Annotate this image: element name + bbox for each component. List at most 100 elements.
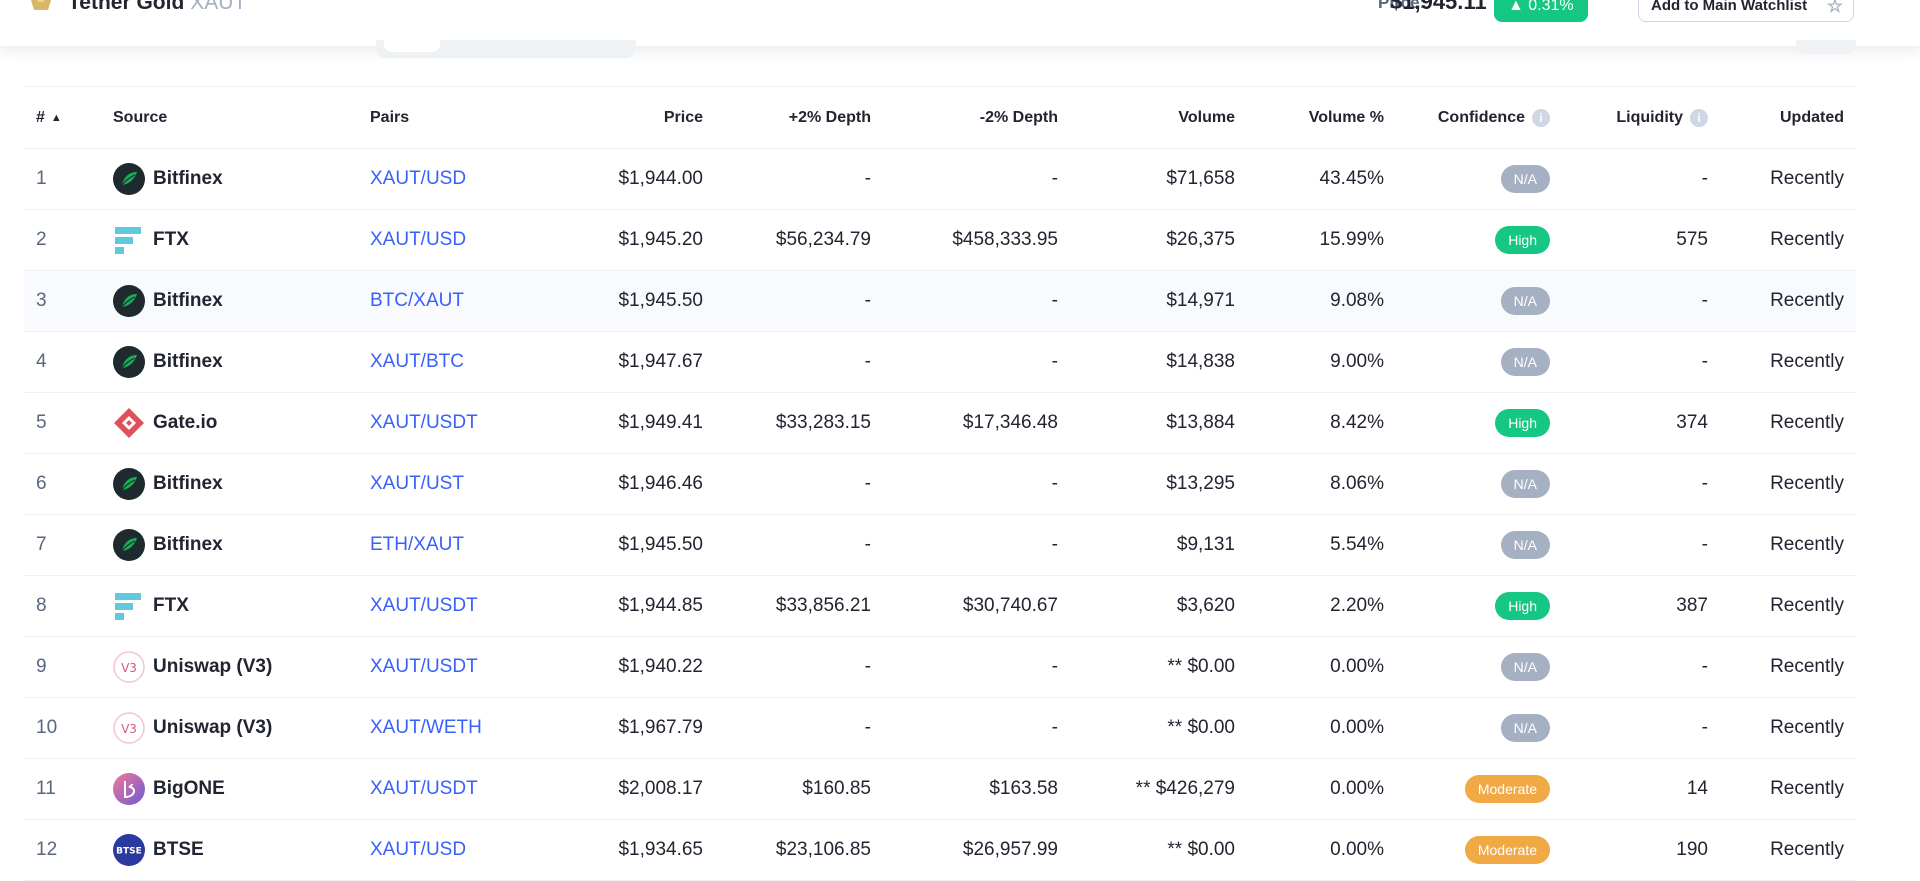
- rank-cell: 5: [36, 412, 47, 433]
- pair-link[interactable]: XAUT/USD: [370, 839, 467, 860]
- plus-depth-cell: -: [864, 656, 871, 677]
- pairs-column-header[interactable]: Pairs: [370, 108, 410, 126]
- exchange-name[interactable]: BTSE: [153, 839, 204, 860]
- ftx-logo-icon: [113, 590, 145, 622]
- volume-cell: $14,971: [1166, 290, 1235, 311]
- svg-text:BTSE: BTSE: [116, 847, 142, 857]
- minus-depth-cell: -: [1051, 656, 1058, 677]
- plus-depth-cell: -: [864, 351, 871, 372]
- exchange-name[interactable]: Gate.io: [153, 412, 218, 433]
- source-cell[interactable]: Bitfinex: [113, 271, 223, 331]
- source-cell[interactable]: FTX: [113, 210, 189, 270]
- table-row: 1 Bitfinex XAUT/USD $1,944.00 - - $71,65…: [24, 149, 1856, 210]
- pair-link[interactable]: XAUT/USD: [370, 229, 467, 250]
- pair-link[interactable]: ETH/XAUT: [370, 534, 464, 555]
- pair-link[interactable]: XAUT/USDT: [370, 778, 478, 799]
- confidence-cell: N/A: [1500, 698, 1550, 758]
- source-column-header[interactable]: Source: [113, 108, 168, 126]
- pair-link[interactable]: XAUT/USDT: [370, 595, 478, 616]
- price-cell: $1,944.00: [618, 168, 703, 189]
- info-icon[interactable]: i: [1532, 108, 1550, 127]
- confidence-cell: N/A: [1500, 515, 1550, 575]
- source-cell[interactable]: Bitfinex: [113, 149, 223, 209]
- confidence-cell: N/A: [1500, 454, 1550, 514]
- rank-cell: 10: [36, 717, 58, 738]
- source-cell[interactable]: FTX: [113, 576, 189, 636]
- updated-column-header[interactable]: Updated: [1780, 108, 1844, 126]
- source-cell[interactable]: Bitfinex: [113, 515, 223, 575]
- exchange-name[interactable]: Uniswap (V3): [153, 717, 273, 738]
- source-cell[interactable]: BigONE: [113, 759, 225, 819]
- source-cell[interactable]: Bitfinex: [113, 332, 223, 392]
- rank-cell: 6: [36, 473, 47, 494]
- volume-percent-cell: 0.00%: [1330, 839, 1384, 860]
- exchange-name[interactable]: Bitfinex: [153, 168, 223, 189]
- pair-link[interactable]: XAUT/WETH: [370, 717, 482, 738]
- confidence-column-header[interactable]: Confidence i: [1438, 87, 1550, 148]
- minus-depth-column-header[interactable]: -2% Depth: [979, 108, 1058, 126]
- price-column-header[interactable]: Price: [663, 108, 703, 126]
- rank-cell: 8: [36, 595, 47, 616]
- pair-link[interactable]: XAUT/USD: [370, 168, 467, 189]
- pair-link[interactable]: BTC/XAUT: [370, 290, 464, 311]
- info-icon[interactable]: i: [1690, 108, 1708, 127]
- exchange-name[interactable]: Bitfinex: [153, 473, 223, 494]
- confidence-cell: N/A: [1500, 271, 1550, 331]
- volume-column-header[interactable]: Volume: [1178, 108, 1235, 126]
- table-row: 10 V3 Uniswap (V3) XAUT/WETH $1,967.79 -…: [24, 698, 1856, 759]
- markets-table: # ▲ Source Pairs Price +2% Depth -2% Dept…: [24, 86, 1856, 881]
- plus-depth-cell: -: [864, 168, 871, 189]
- liquidity-column-header[interactable]: Liquidity i: [1616, 87, 1708, 148]
- liquidity-cell: 14: [1686, 778, 1708, 799]
- table-options-button[interactable]: [1796, 40, 1856, 54]
- exchange-name[interactable]: BigONE: [153, 778, 225, 799]
- market-filter-tab-active[interactable]: [384, 40, 440, 52]
- minus-depth-cell: $30,740.67: [962, 595, 1058, 616]
- confidence-badge: N/A: [1500, 470, 1550, 498]
- minus-depth-cell: -: [1051, 473, 1058, 494]
- table-row: 7 Bitfinex ETH/XAUT $1,945.50 - - $9,131…: [24, 515, 1856, 576]
- add-to-watchlist-button[interactable]: Add to Main Watchlist ☆: [1638, 0, 1854, 22]
- pair-link[interactable]: XAUT/UST: [370, 473, 464, 494]
- source-cell[interactable]: Gate.io: [113, 393, 217, 453]
- table-row: 5 Gate.io XAUT/USDT $1,949.41 $33,283.15…: [24, 393, 1856, 454]
- bitfinex-logo-icon: [113, 285, 145, 317]
- exchange-name[interactable]: FTX: [153, 595, 189, 616]
- source-cell[interactable]: V3 Uniswap (V3): [113, 637, 272, 697]
- confidence-cell: Moderate: [1464, 759, 1550, 819]
- market-filter-tabs[interactable]: [376, 40, 636, 58]
- volume-percent-cell: 9.00%: [1330, 351, 1384, 372]
- liquidity-cell: -: [1701, 351, 1708, 372]
- exchange-name[interactable]: Bitfinex: [153, 290, 223, 311]
- exchange-name[interactable]: Bitfinex: [153, 534, 223, 555]
- liquidity-cell: 374: [1676, 412, 1708, 433]
- plus-depth-cell: -: [864, 290, 871, 311]
- volume-percent-cell: 15.99%: [1319, 229, 1384, 250]
- pair-link[interactable]: XAUT/BTC: [370, 351, 464, 372]
- updated-cell: Recently: [1770, 168, 1844, 189]
- confidence-badge: N/A: [1500, 165, 1550, 193]
- volume-percent-column-header[interactable]: Volume %: [1308, 108, 1384, 126]
- confidence-cell: High: [1495, 210, 1550, 270]
- updated-cell: Recently: [1770, 595, 1844, 616]
- price-cell: $1,946.46: [618, 473, 703, 494]
- rank-column-header[interactable]: # ▲: [36, 108, 62, 126]
- coin-symbol: XAUT: [190, 0, 247, 14]
- liquidity-cell: -: [1701, 168, 1708, 189]
- pair-link[interactable]: XAUT/USDT: [370, 412, 478, 433]
- pair-link[interactable]: XAUT/USDT: [370, 656, 478, 677]
- plus-depth-cell: $33,283.15: [775, 412, 871, 433]
- source-cell[interactable]: V3 Uniswap (V3): [113, 698, 272, 758]
- source-cell[interactable]: BTSE BTSE: [113, 820, 204, 880]
- liquidity-cell: 575: [1676, 229, 1708, 250]
- exchange-name[interactable]: FTX: [153, 229, 189, 250]
- confidence-cell: High: [1495, 393, 1550, 453]
- exchange-name[interactable]: Bitfinex: [153, 351, 223, 372]
- gateio-logo-icon: [113, 407, 145, 439]
- plus-depth-column-header[interactable]: +2% Depth: [788, 108, 871, 126]
- exchange-name[interactable]: Uniswap (V3): [153, 656, 273, 677]
- sort-ascending-icon[interactable]: ▲: [50, 111, 62, 124]
- price-cell: $1,934.65: [618, 839, 703, 860]
- source-cell[interactable]: Bitfinex: [113, 454, 223, 514]
- updated-cell: Recently: [1770, 290, 1844, 311]
